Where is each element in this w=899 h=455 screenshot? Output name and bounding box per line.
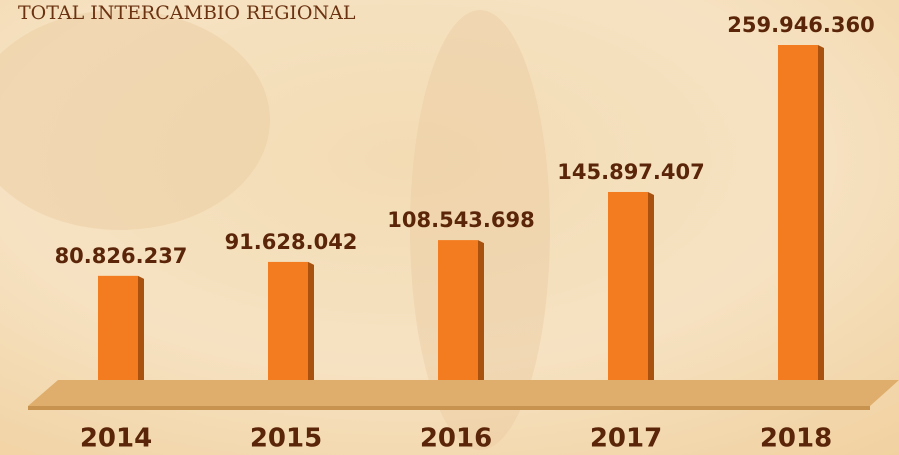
x-tick-label: 2014 (80, 424, 152, 454)
bar-side (138, 276, 144, 380)
value-label: 259.946.360 (727, 13, 874, 37)
x-tick-label: 2015 (250, 424, 322, 454)
bar-side (478, 240, 484, 380)
chart-title: TOTAL INTERCAMBIO REGIONAL (18, 2, 356, 24)
value-label: 91.628.042 (225, 230, 358, 254)
platform-edge (28, 406, 870, 410)
bar (438, 240, 478, 380)
value-label: 145.897.407 (557, 160, 704, 184)
chart: TOTAL INTERCAMBIO REGIONAL 80.826.237 201… (0, 0, 899, 455)
x-tick-label: 2017 (590, 424, 662, 454)
bar-side (308, 262, 314, 380)
bar-side (818, 45, 824, 380)
value-label: 80.826.237 (55, 244, 188, 268)
bar (98, 276, 138, 380)
x-tick-label: 2016 (420, 424, 492, 454)
value-label: 108.543.698 (387, 208, 534, 232)
bar (268, 262, 308, 380)
platform (28, 380, 899, 406)
x-tick-label: 2018 (760, 424, 832, 454)
bar (608, 192, 648, 380)
bar (778, 45, 818, 380)
bar-side (648, 192, 654, 380)
